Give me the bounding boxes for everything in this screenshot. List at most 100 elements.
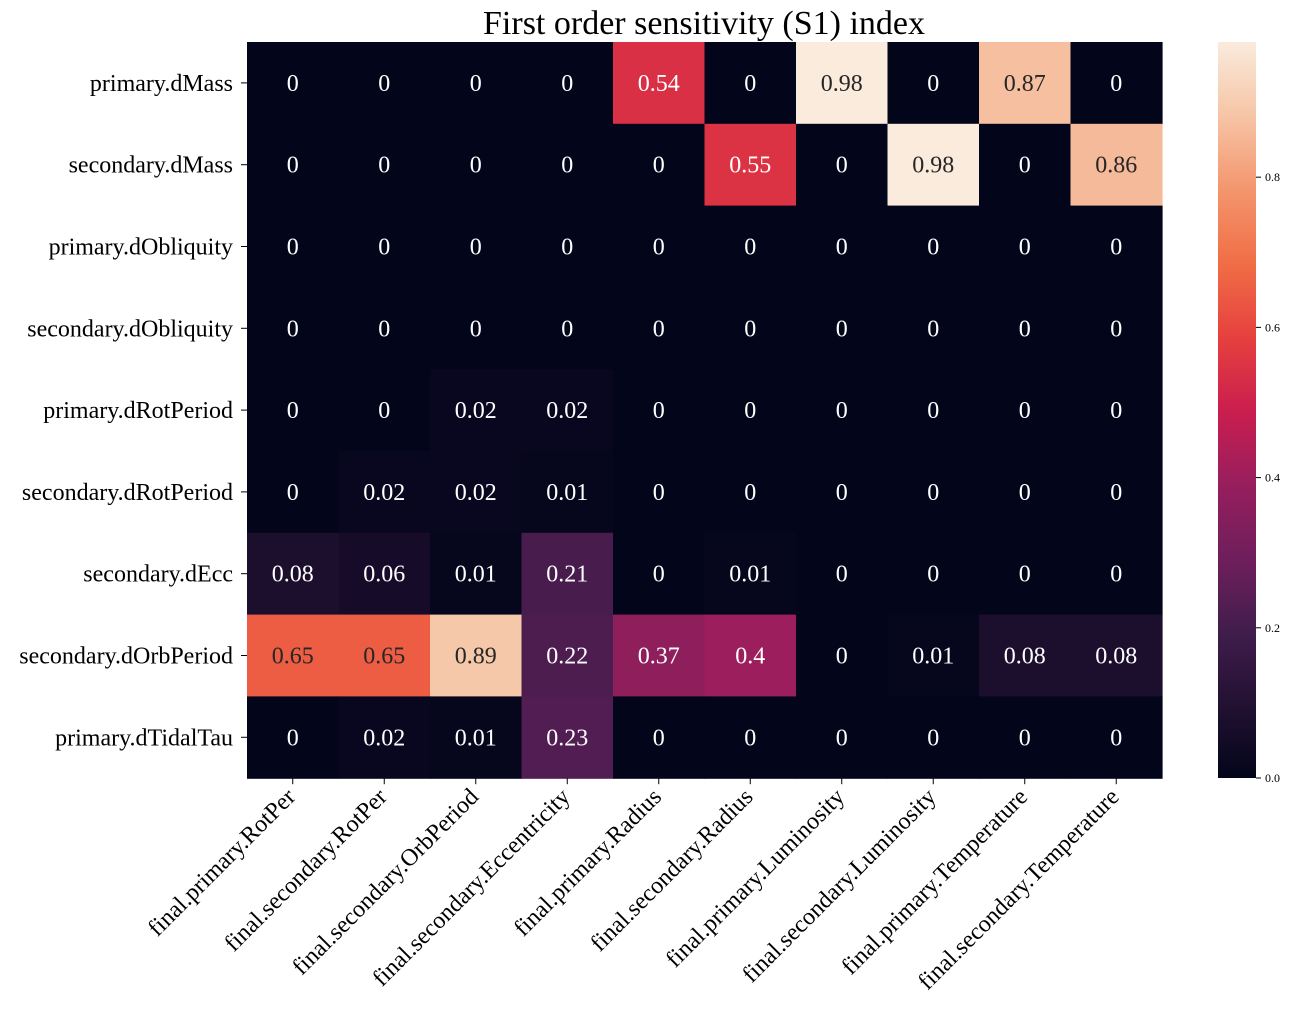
heatmap-cell — [613, 696, 706, 779]
heatmap-cell — [521, 287, 614, 370]
colorbar: 0.0 0.2 0.4 0.6 0.8 — [1218, 42, 1280, 785]
cell-value-label: 0 — [744, 235, 756, 261]
heatmap-cell — [247, 123, 340, 207]
column-label: final.primary.RotPer — [143, 784, 301, 942]
heatmap-cell — [887, 42, 980, 125]
heatmap-cell — [430, 451, 523, 534]
cell-value-label: 0 — [744, 725, 756, 751]
heatmap-cell — [613, 42, 706, 125]
heatmap-cell — [796, 123, 889, 207]
cell-value-label: 0 — [836, 316, 848, 342]
heatmap-cell — [613, 614, 706, 697]
cell-value-label: 0.89 — [455, 644, 497, 670]
cell-value-label: 0 — [287, 398, 299, 424]
heatmap-cell — [796, 614, 889, 697]
column-label: final.secondary.Radius — [586, 784, 759, 957]
heatmap-cell — [338, 696, 431, 779]
heatmap-cell — [704, 614, 797, 697]
heatmap-cell — [1070, 205, 1163, 288]
heatmap-cells: 0 0 0 0 0.54 0 0.98 0 0.87 0 0 0 0 0 0 0.55 0 0.98 0 0.86 0 0… — [247, 42, 1163, 779]
heatmap-cell — [338, 614, 431, 697]
heatmap-cell — [521, 42, 614, 125]
cell-value-label: 0 — [1110, 235, 1122, 261]
heatmap-cell — [796, 369, 889, 452]
cell-value-label: 0.02 — [455, 480, 497, 506]
cell-value-label: 0 — [927, 480, 939, 506]
heatmap-cell — [887, 451, 980, 534]
cell-value-label: 0.01 — [912, 644, 954, 670]
cell-value-label: 0 — [927, 71, 939, 97]
heatmap-cell — [796, 287, 889, 370]
cell-value-label: 0 — [927, 725, 939, 751]
cell-value-label: 0 — [836, 153, 848, 179]
heatmap-cell — [613, 287, 706, 370]
cell-value-label: 0 — [927, 562, 939, 588]
cell-value-label: 0.65 — [363, 644, 405, 670]
colorbar-tick-label: 0.2 — [1265, 621, 1280, 635]
cell-value-label: 0 — [1110, 398, 1122, 424]
heatmap-cell — [704, 123, 797, 207]
cell-value-label: 0 — [744, 71, 756, 97]
cell-value-label: 0 — [836, 725, 848, 751]
cell-value-label: 0.54 — [638, 71, 680, 97]
heatmap-cell — [704, 369, 797, 452]
cell-value-label: 0 — [836, 235, 848, 261]
heatmap-cell — [430, 287, 523, 370]
heatmap-cell — [613, 451, 706, 534]
cell-value-label: 0 — [561, 153, 573, 179]
heatmap-cell — [430, 696, 523, 779]
cell-value-label: 0.22 — [546, 644, 588, 670]
cell-value-label: 0 — [927, 316, 939, 342]
row-label: primary.dRotPeriod — [43, 398, 233, 424]
heatmap-cell — [887, 696, 980, 779]
heatmap-cell — [247, 614, 340, 697]
heatmap-cell — [979, 42, 1072, 125]
column-label: final.secondary.RotPer — [220, 784, 393, 957]
heatmap-cell — [796, 696, 889, 779]
heatmap-cell — [979, 614, 1072, 697]
heatmap-cell — [704, 451, 797, 534]
heatmap-cell — [613, 369, 706, 452]
heatmap-cell — [521, 123, 614, 207]
cell-value-label: 0 — [653, 235, 665, 261]
colorbar-tick-label: 0.8 — [1265, 170, 1280, 184]
cell-value-label: 0 — [378, 71, 390, 97]
cell-value-label: 0 — [927, 398, 939, 424]
cell-value-label: 0 — [1110, 725, 1122, 751]
colorbar-gradient — [1218, 42, 1256, 778]
cell-value-label: 0 — [287, 235, 299, 261]
heatmap-cell — [979, 205, 1072, 288]
cell-value-label: 0 — [927, 235, 939, 261]
cell-value-label: 0 — [653, 725, 665, 751]
cell-value-label: 0.37 — [638, 644, 680, 670]
cell-value-label: 0.02 — [363, 725, 405, 751]
heatmap-cell — [247, 696, 340, 779]
cell-value-label: 0 — [287, 153, 299, 179]
cell-value-label: 0.02 — [546, 398, 588, 424]
heatmap-cell — [613, 205, 706, 288]
heatmap-cell — [247, 532, 340, 616]
row-label: primary.dTidalTau — [55, 725, 233, 751]
cell-value-label: 0 — [470, 235, 482, 261]
cell-value-label: 0 — [470, 316, 482, 342]
cell-value-label: 0.98 — [821, 71, 863, 97]
cell-value-label: 0.87 — [1004, 71, 1046, 97]
row-labels: primary.dMass secondary.dMass primary.dObl… — [19, 71, 247, 751]
heatmap-cell — [704, 42, 797, 125]
cell-value-label: 0 — [653, 153, 665, 179]
cell-value-label: 0.02 — [455, 398, 497, 424]
row-label: secondary.dEcc — [83, 562, 233, 588]
heatmap-cell — [430, 42, 523, 125]
column-label: final.primary.Temperature — [837, 784, 1033, 980]
cell-value-label: 0 — [470, 153, 482, 179]
cell-value-label: 0 — [561, 71, 573, 97]
cell-value-label: 0 — [561, 235, 573, 261]
cell-value-label: 0 — [378, 153, 390, 179]
heatmap-cell — [338, 369, 431, 452]
cell-value-label: 0.08 — [272, 562, 314, 588]
column-label: final.secondary.Luminosity — [738, 784, 942, 988]
cell-value-label: 0.01 — [455, 562, 497, 588]
cell-value-label: 0 — [1019, 153, 1031, 179]
heatmap-cell — [338, 42, 431, 125]
